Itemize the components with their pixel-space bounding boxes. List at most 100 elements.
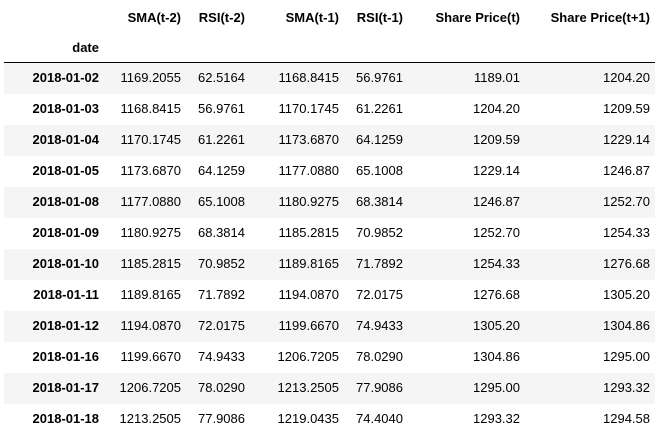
table-cell: 64.1259	[198, 163, 245, 178]
dataframe-table: SMA(t-2) RSI(t-2) SMA(t-1) RSI(t-1) Shar…	[4, 2, 655, 435]
table-cell: 78.0290	[198, 380, 245, 395]
table-row: 2018-01-03 1168.8415 56.9761 1170.1745 61.22…	[4, 94, 655, 125]
table-cell: 1170.1745	[278, 101, 340, 116]
column-header: RSI(t-1)	[356, 9, 403, 25]
header-blank-cell	[186, 33, 250, 63]
table-row: 2018-01-09 1180.9275 68.3814 1185.2815 70.98…	[4, 218, 655, 249]
row-index-date: 2018-01-04	[32, 132, 100, 147]
table-cell: 1185.2815	[120, 256, 182, 271]
table-cell: 1213.2505	[277, 380, 339, 395]
table-cell: 71.7892	[356, 256, 403, 271]
table-row: 2018-01-12 1194.0870 72.0175 1199.6670 74.94…	[4, 310, 655, 342]
table-cell: 74.4040	[356, 411, 403, 426]
table-cell: 1229.14	[473, 163, 520, 178]
table-cell: 56.9761	[198, 101, 245, 116]
table-cell: 1173.6870	[120, 163, 182, 178]
table-cell: 1185.2815	[278, 225, 340, 240]
table-cell: 77.9086	[198, 411, 245, 426]
row-index-date: 2018-01-03	[32, 101, 100, 116]
table-cell: 61.2261	[198, 132, 245, 147]
table-row: 2018-01-18 1213.2505 77.9086 1219.0435 74.40…	[4, 404, 655, 435]
table-cell: 68.3814	[198, 225, 245, 240]
table-row: 2018-01-16 1199.6670 74.9433 1206.7205 78.02…	[4, 342, 655, 373]
table-cell: 1213.2505	[119, 411, 181, 426]
table-cell: 1189.01	[473, 70, 520, 86]
table-cell: 1199.6670	[278, 318, 340, 333]
column-header-row: SMA(t-2) RSI(t-2) SMA(t-1) RSI(t-1) Shar…	[4, 2, 655, 33]
table-row: 2018-01-17 1206.7205 78.0290 1213.2505 77.90…	[4, 372, 655, 404]
table-cell: 65.1008	[356, 163, 403, 178]
row-index-date: 2018-01-08	[32, 194, 100, 209]
table-cell: 70.9852	[356, 225, 403, 240]
table-cell: 1276.68	[603, 256, 650, 271]
index-name-row: date	[4, 33, 655, 63]
row-index-date: 2018-01-16	[32, 349, 100, 364]
table-cell: 1246.87	[473, 194, 520, 209]
table-cell: 1209.59	[603, 101, 650, 116]
table-cell: 1169.2055	[120, 70, 182, 86]
table-cell: 78.0290	[356, 349, 403, 364]
table-cell: 1173.6870	[278, 132, 340, 147]
table-cell: 1194.0870	[120, 318, 182, 333]
header-blank-cell	[525, 33, 655, 63]
table-cell: 1199.6670	[120, 349, 182, 364]
column-header: Share Price(t+1)	[550, 9, 650, 25]
table-cell: 1293.32	[473, 411, 520, 426]
table-cell: 72.0175	[356, 287, 403, 302]
header-blank-cell	[344, 33, 408, 63]
table-cell: 1209.59	[473, 132, 520, 147]
column-header: SMA(t-2)	[127, 9, 181, 25]
table-cell: 1189.8165	[278, 256, 340, 271]
table-cell: 1189.8165	[120, 287, 182, 302]
table-cell: 1180.9275	[278, 194, 340, 209]
table-cell: 1252.70	[603, 194, 650, 209]
table-cell: 1206.7205	[119, 380, 181, 395]
table-cell: 1294.58	[603, 411, 650, 426]
column-header: RSI(t-2)	[198, 9, 245, 25]
table-cell: 1305.20	[473, 318, 520, 333]
column-header: SMA(t-1)	[285, 9, 339, 25]
table-cell: 56.9761	[356, 70, 403, 86]
table-cell: 1295.00	[473, 380, 520, 395]
table-cell: 61.2261	[356, 101, 403, 116]
header-blank-cell	[408, 33, 525, 63]
table-row: 2018-01-08 1177.0880 65.1008 1180.9275 68.38…	[4, 186, 655, 218]
table-cell: 1204.20	[603, 70, 650, 86]
table-cell: 1168.8415	[278, 70, 340, 86]
header-blank-cell	[4, 2, 104, 33]
table-cell: 1219.0435	[277, 411, 339, 426]
row-index-date: 2018-01-11	[33, 287, 99, 302]
table-row: 2018-01-11 1189.8165 71.7892 1194.0870 72.01…	[4, 280, 655, 311]
table-row: 2018-01-10 1185.2815 70.9852 1189.8165 71.78…	[4, 248, 655, 280]
row-index-date: 2018-01-02	[32, 70, 100, 86]
header-blank-cell	[250, 33, 344, 63]
row-index-date: 2018-01-12	[32, 318, 100, 333]
table-cell: 74.9433	[356, 318, 403, 333]
table-cell: 1168.8415	[120, 101, 182, 116]
table-row: 2018-01-02 1169.2055 62.5164 1168.8415 56.97…	[4, 62, 655, 94]
table-cell: 1254.33	[473, 256, 520, 271]
table-cell: 1170.1745	[120, 132, 182, 147]
table-cell: 1304.86	[473, 349, 520, 364]
table-body: 2018-01-02 1169.2055 62.5164 1168.8415 56.97…	[4, 62, 655, 435]
table-cell: 70.9852	[198, 256, 245, 271]
index-name-header: date	[72, 39, 99, 55]
table-cell: 1229.14	[603, 132, 650, 147]
column-header: Share Price(t)	[435, 9, 520, 25]
table-cell: 1304.86	[603, 318, 650, 333]
table-cell: 1246.87	[603, 163, 650, 178]
table-cell: 64.1259	[356, 132, 403, 147]
row-index-date: 2018-01-18	[32, 411, 100, 426]
table-cell: 1206.7205	[277, 349, 339, 364]
table-cell: 1194.0870	[278, 287, 340, 302]
row-index-date: 2018-01-09	[32, 225, 100, 240]
row-index-date: 2018-01-17	[32, 380, 100, 395]
table-cell: 1293.32	[603, 380, 650, 395]
table-cell: 1254.33	[603, 225, 650, 240]
row-index-date: 2018-01-10	[32, 256, 100, 271]
table-row: 2018-01-04 1170.1745 61.2261 1173.6870 64.12…	[4, 124, 655, 156]
table-cell: 65.1008	[198, 194, 245, 209]
table-cell: 1295.00	[603, 349, 650, 364]
header-blank-cell	[104, 33, 186, 63]
